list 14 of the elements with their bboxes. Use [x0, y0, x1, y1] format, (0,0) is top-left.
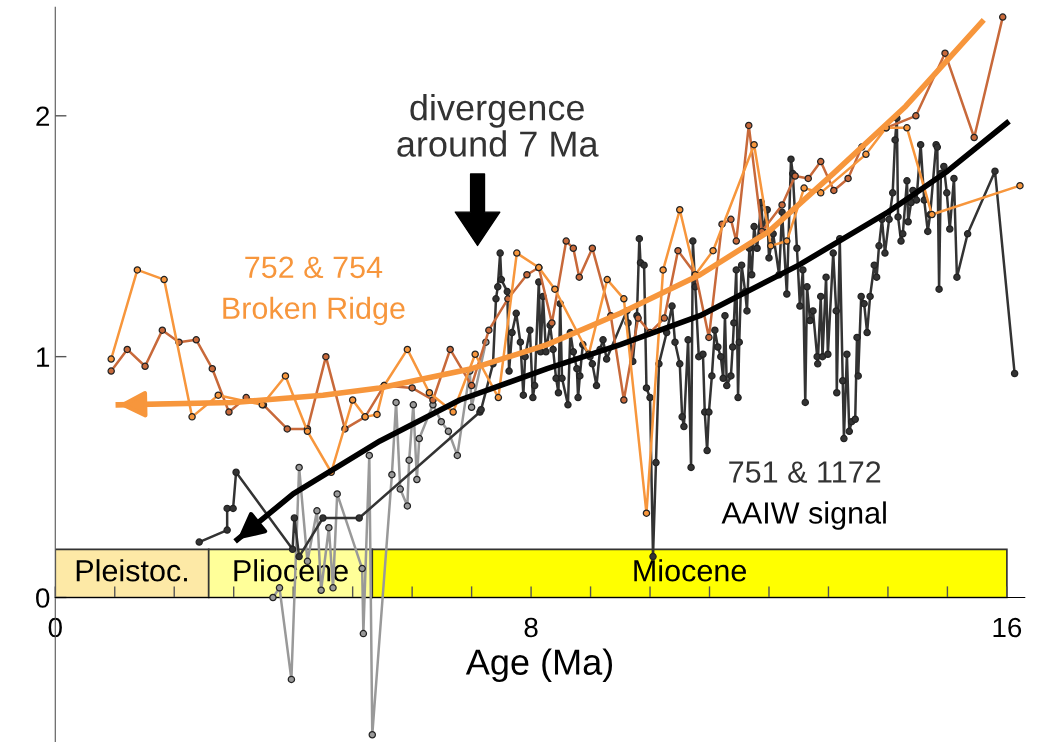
annotation: 752 & 754 [245, 256, 383, 279]
y-tick-label: 0 [36, 588, 50, 608]
y-tick-label: 2 [36, 106, 50, 126]
band-label: Miocene [634, 559, 746, 582]
y-tick-label: 1 [37, 347, 50, 367]
annotation: 751 & 1172 [729, 461, 881, 483]
annotation: AAIW signal [721, 501, 886, 530]
x-tick-label: 16 [993, 617, 1022, 638]
x-axis-title: Age (Ma) [465, 648, 613, 683]
annotation: Broken Ridge [223, 296, 405, 326]
x-tick-label: 8 [524, 617, 538, 638]
annotation: divergence around 7 Ma [397, 94, 599, 157]
band-label: Pliocene [234, 559, 348, 582]
band-label: Pleistoc. [76, 559, 187, 582]
